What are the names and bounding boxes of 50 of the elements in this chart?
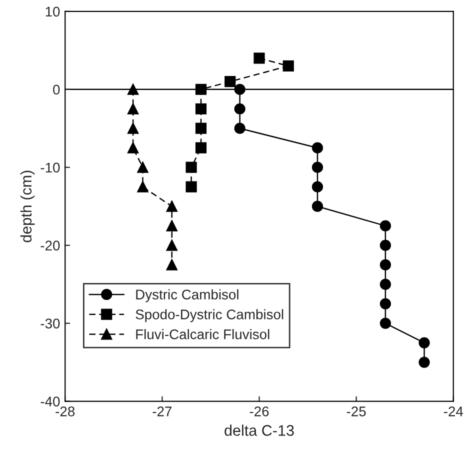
point [234, 84, 246, 95]
point [195, 142, 207, 154]
point [127, 103, 139, 114]
point [166, 240, 178, 251]
point [137, 181, 148, 192]
point [127, 84, 139, 95]
x-axis-title: delta C-13 [224, 424, 294, 436]
point [312, 200, 324, 212]
point [380, 278, 391, 290]
point [312, 181, 324, 192]
x-tick-label: -24 [444, 406, 464, 416]
legend-label: Fluvi-Calcaric Fluvisol [136, 329, 270, 340]
y-tick-label: 0 [53, 84, 60, 95]
point [254, 52, 265, 64]
point [380, 298, 391, 310]
point [127, 122, 139, 134]
point [234, 122, 246, 134]
y-tick-label: -30 [40, 318, 60, 328]
point [312, 142, 324, 154]
point [380, 220, 391, 232]
point [186, 162, 197, 173]
point [195, 122, 207, 134]
point [380, 240, 391, 251]
point [127, 142, 139, 154]
point [195, 84, 207, 95]
y-tick-label: -10 [40, 162, 60, 173]
x-tick-label: -26 [250, 406, 269, 416]
point [282, 60, 294, 72]
y-tick-label: -40 [40, 396, 60, 406]
point [166, 259, 178, 270]
point [224, 76, 236, 88]
point [186, 181, 197, 192]
x-tick-label: -27 [152, 406, 172, 416]
point [234, 103, 246, 114]
y-tick-label: 10 [46, 6, 60, 17]
point [137, 162, 148, 173]
y-tick-label: -20 [40, 240, 60, 250]
legend-label: Spodo-Dystric Cambisol [136, 309, 284, 322]
point [418, 337, 430, 348]
point [380, 318, 391, 329]
point [166, 200, 178, 212]
point [380, 259, 391, 270]
point [195, 103, 207, 114]
point [166, 220, 178, 232]
y-axis-title: depth (cm) [20, 170, 35, 242]
legend-label: Dystric Cambisol [136, 289, 238, 302]
point [312, 162, 324, 173]
x-tick-label: -28 [56, 406, 75, 416]
x-tick-label: -25 [346, 406, 366, 416]
point [418, 356, 430, 368]
